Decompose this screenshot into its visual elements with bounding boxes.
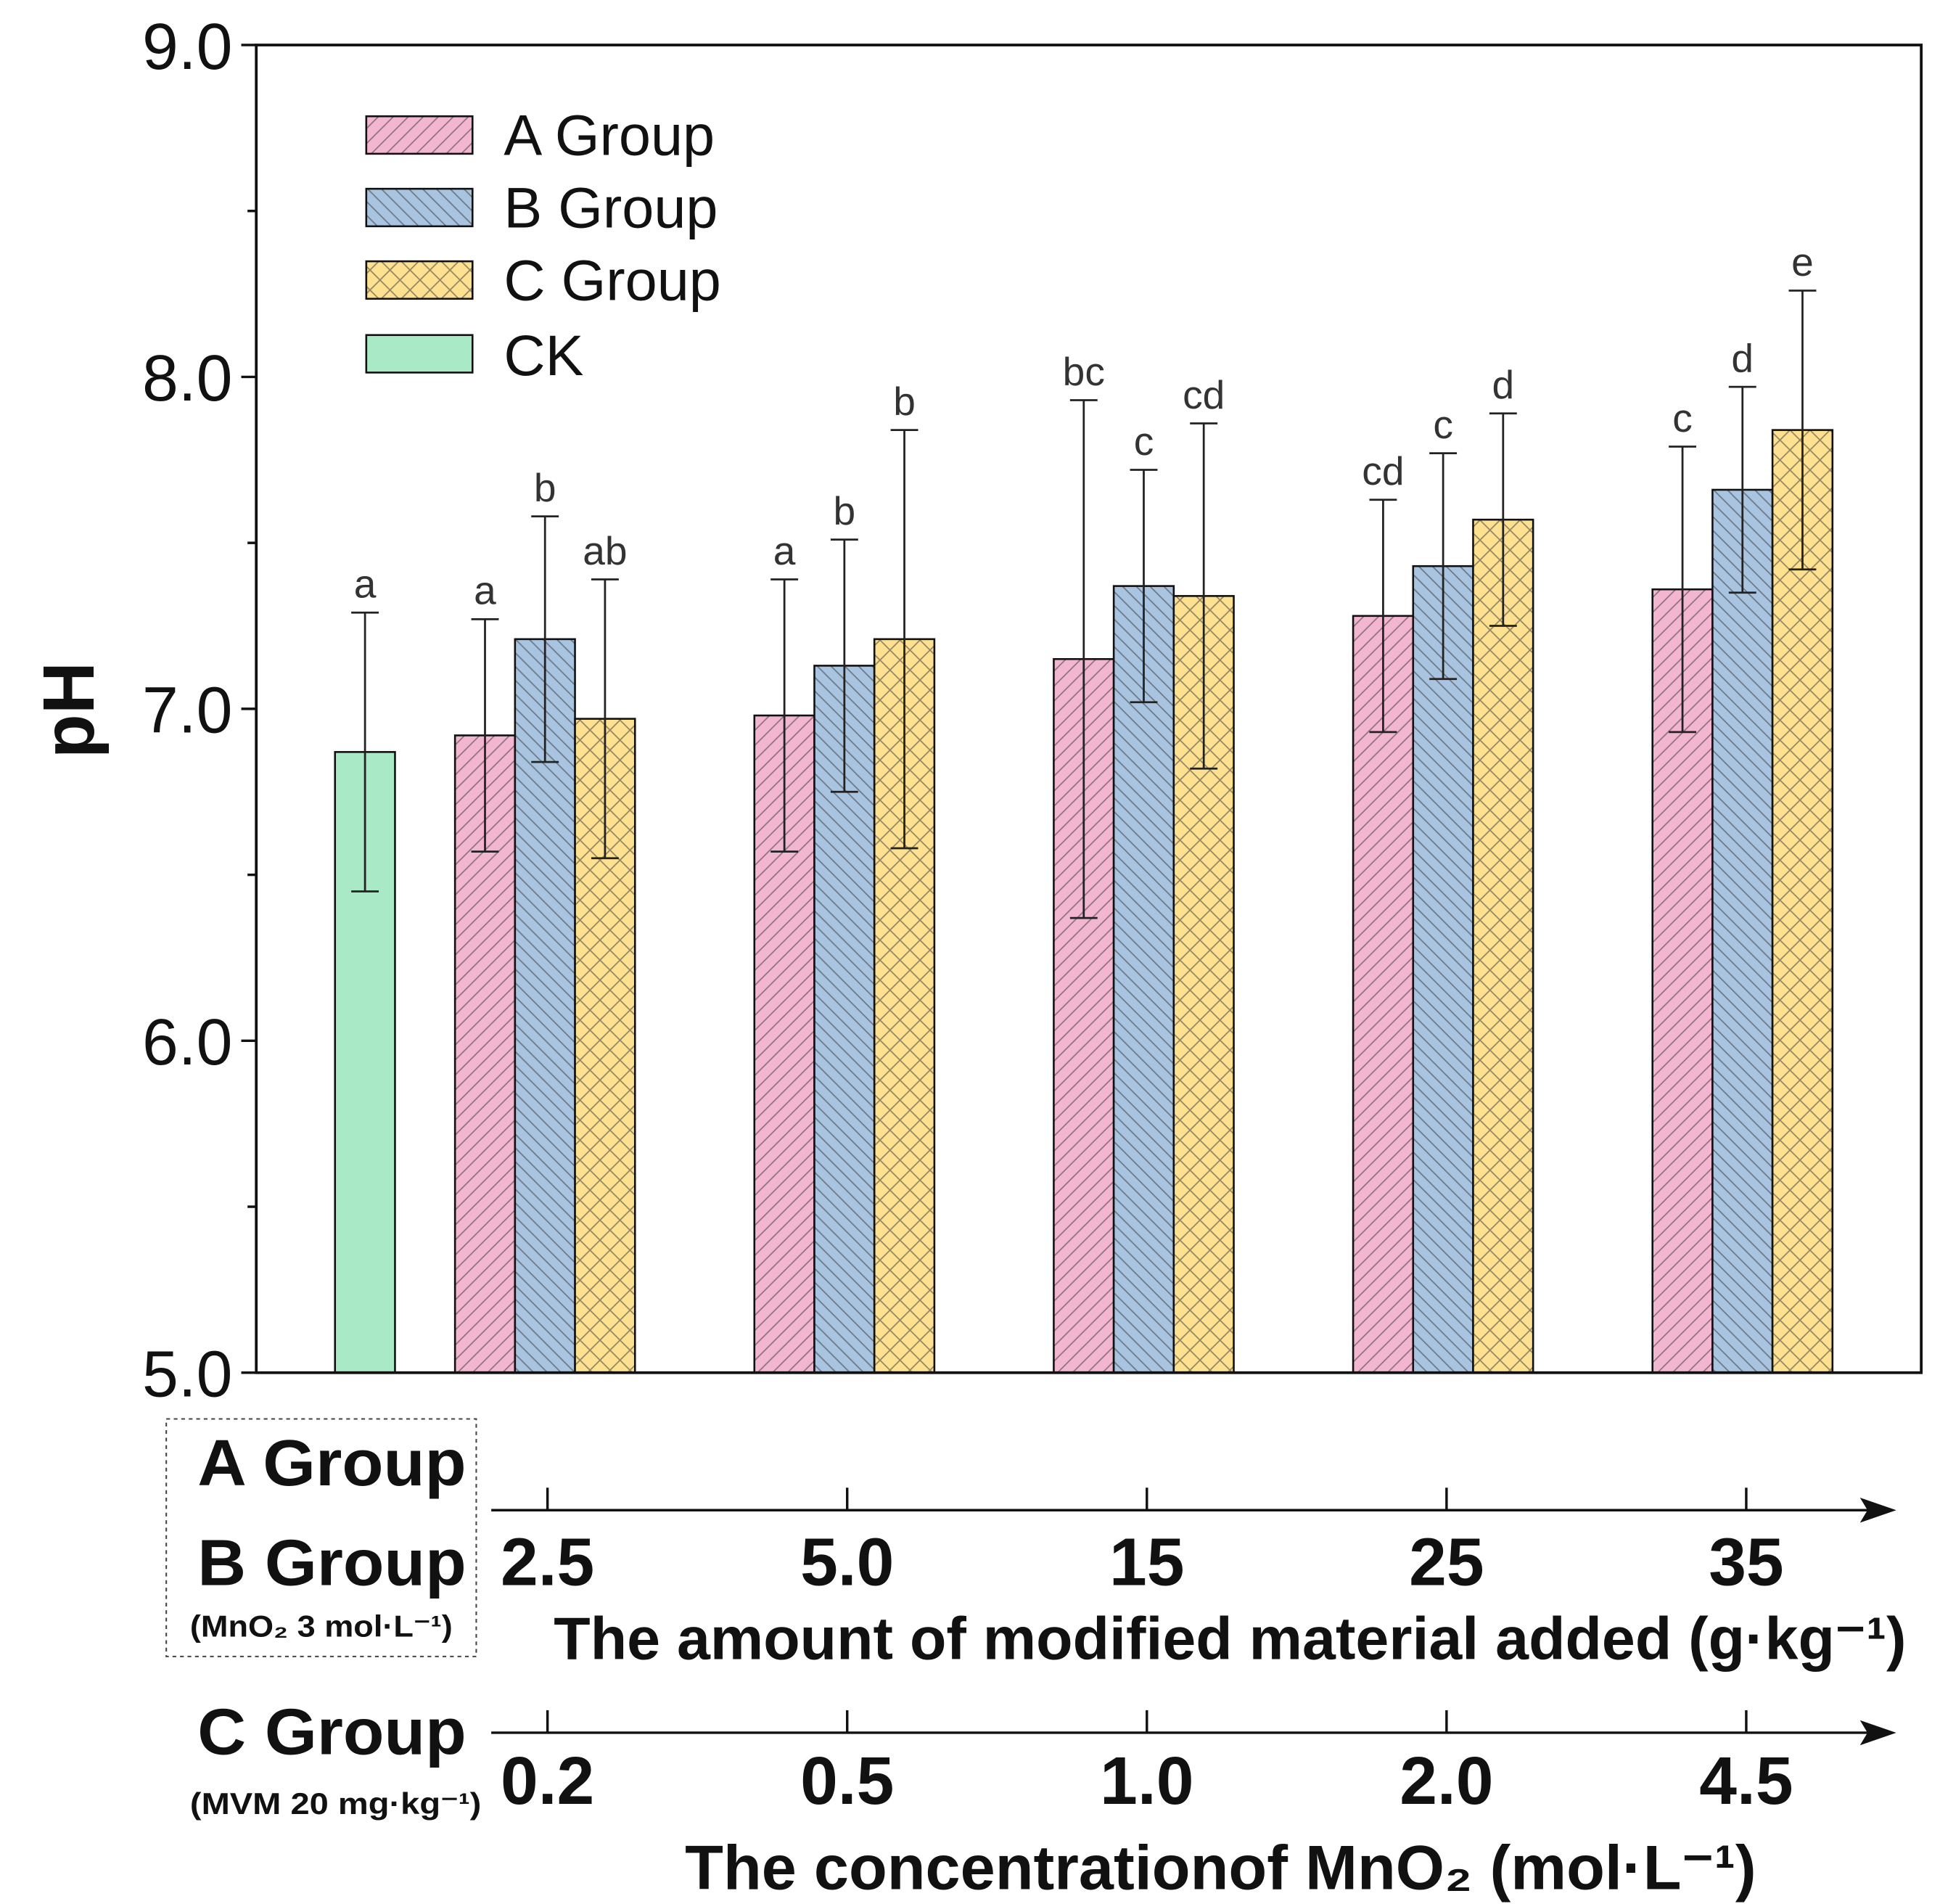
bar-b-group-3: [1112, 585, 1175, 1374]
concentration-tick-label-0-2: 0.2: [501, 1743, 594, 1818]
error-bars: [351, 290, 1817, 919]
x-axis-concentration-title: The concentrationof MnO₂ (mol·L⁻¹): [685, 1833, 1756, 1903]
significance-letter-a-group-4: cd: [1362, 448, 1404, 493]
error-bar-c-group-3: [1190, 422, 1218, 770]
concentration-tick-label-4-5: 4.5: [1699, 1743, 1793, 1818]
error-bar-a-group-2: [770, 578, 799, 853]
group-note-mvm: (MVM 20 mg·kg⁻¹): [190, 1787, 481, 1821]
legend-item-c-group: C Group: [365, 247, 721, 312]
concentration-tick-label-2-0: 2.0: [1399, 1743, 1493, 1818]
error-bar-b-group-2: [830, 538, 858, 793]
error-bar-a-group-1: [471, 618, 499, 853]
y-tick-label-6-0: 6.0: [142, 1006, 233, 1078]
bars: [334, 429, 1834, 1374]
significance-letter-b-group-1: b: [534, 465, 556, 510]
significance-letter-c-group-1: ab: [583, 528, 627, 573]
bar-b-group-5: [1711, 488, 1774, 1374]
legend-swatch-b-group: [365, 187, 474, 228]
amount-tick-label-25: 25: [1409, 1525, 1484, 1600]
error-bar-b-group-1: [531, 515, 559, 763]
amount-tick-label-2-5: 2.5: [501, 1525, 594, 1600]
significance-letter-b-group-2: b: [834, 488, 856, 533]
legend: A Group B Group C Group CK: [365, 103, 721, 387]
group-label-c: C Group: [197, 1695, 466, 1768]
group-label-a: A Group: [197, 1427, 466, 1499]
significance-letter-c-group-2: b: [893, 379, 916, 424]
error-bar-c-group-2: [890, 429, 918, 850]
legend-item-ck: CK: [365, 323, 583, 387]
y-tick-label-8-0: 8.0: [142, 342, 233, 414]
group-label-b: B Group: [197, 1527, 466, 1599]
legend-label-a-group: A Group: [504, 103, 715, 168]
significance-letter-ck: a: [354, 562, 377, 607]
group-note-mno2: (MnO₂ 3 mol·L⁻¹): [190, 1609, 453, 1643]
concentration-tick-label-0-5: 0.5: [800, 1743, 894, 1818]
significance-letter-b-group-3: c: [1134, 419, 1154, 464]
significance-letter-a-group-5: c: [1672, 395, 1693, 440]
error-bar-a-group-3: [1069, 399, 1098, 919]
legend-swatch-ck: [365, 334, 474, 374]
y-tick-label-9-0: 9.0: [142, 10, 233, 83]
error-bar-b-group-3: [1130, 469, 1158, 704]
x-axis-amount-title: The amount of modified material added (g…: [554, 1604, 1906, 1672]
legend-swatch-a-group: [365, 115, 474, 155]
group-key-box: [165, 1418, 477, 1657]
bar-a-group-4: [1352, 615, 1415, 1374]
amount-tick-label-15: 15: [1109, 1525, 1184, 1600]
legend-label-ck: CK: [504, 323, 583, 387]
legend-swatch-c-group: [365, 260, 474, 300]
x-axis-group-key: A Group B Group (MnO₂ 3 mol·L⁻¹): [165, 1418, 477, 1657]
error-bar-a-group-4: [1369, 498, 1397, 734]
amount-tick-label-35: 35: [1709, 1525, 1783, 1600]
error-bar-ck: [351, 611, 379, 892]
x-axis-amount-arrow: [1859, 1498, 1896, 1523]
x-axis-amount: 2.5 5.0 15 25 35 The amount of modified mate…: [491, 1488, 1906, 1672]
y-axis: 5.0 6.0 7.0 8.0 9.0: [142, 10, 257, 1410]
amount-tick-label-5-0: 5.0: [800, 1525, 894, 1600]
y-tick-label-7-0: 7.0: [142, 674, 233, 747]
error-bar-c-group-1: [591, 578, 619, 860]
significance-letter-c-group-3: cd: [1183, 372, 1225, 417]
legend-label-b-group: B Group: [504, 176, 718, 240]
x-axis-concentration-ticks: 0.2 0.5 1.0 2.0 4.5: [501, 1710, 1793, 1818]
concentration-tick-label-1-0: 1.0: [1100, 1743, 1193, 1818]
bar-c-group-5: [1771, 429, 1834, 1374]
legend-item-a-group: A Group: [365, 103, 715, 168]
significance-letter-a-group-3: bc: [1063, 349, 1105, 394]
legend-label-c-group: C Group: [504, 247, 721, 312]
significance-letter-b-group-5: d: [1731, 336, 1754, 381]
error-bar-a-group-5: [1669, 446, 1697, 734]
plot-frame: [255, 44, 1923, 1374]
bar-c-group-4: [1472, 518, 1534, 1374]
error-bar-b-group-5: [1728, 385, 1756, 594]
significance-letter-a-group-2: a: [773, 528, 796, 573]
significance-letter-a-group-1: a: [474, 568, 496, 613]
error-bar-b-group-4: [1429, 452, 1458, 681]
x-axis-concentration: 0.2 0.5 1.0 2.0 4.5 The concentrationof MnO₂…: [491, 1710, 1896, 1903]
error-bar-c-group-4: [1489, 412, 1517, 627]
significance-letter-b-group-4: c: [1433, 402, 1453, 447]
x-axis-concentration-arrow: [1859, 1720, 1896, 1746]
legend-item-b-group: B Group: [365, 176, 718, 240]
y-axis-label: pH: [29, 662, 110, 758]
y-tick-label-5-0: 5.0: [142, 1337, 233, 1410]
significance-letter-c-group-5: e: [1791, 239, 1814, 284]
x-axis-amount-ticks: 2.5 5.0 15 25 35: [501, 1488, 1784, 1600]
error-bar-c-group-5: [1788, 290, 1817, 571]
significance-letter-c-group-4: d: [1492, 362, 1514, 407]
bar-b-group-4: [1412, 565, 1474, 1374]
